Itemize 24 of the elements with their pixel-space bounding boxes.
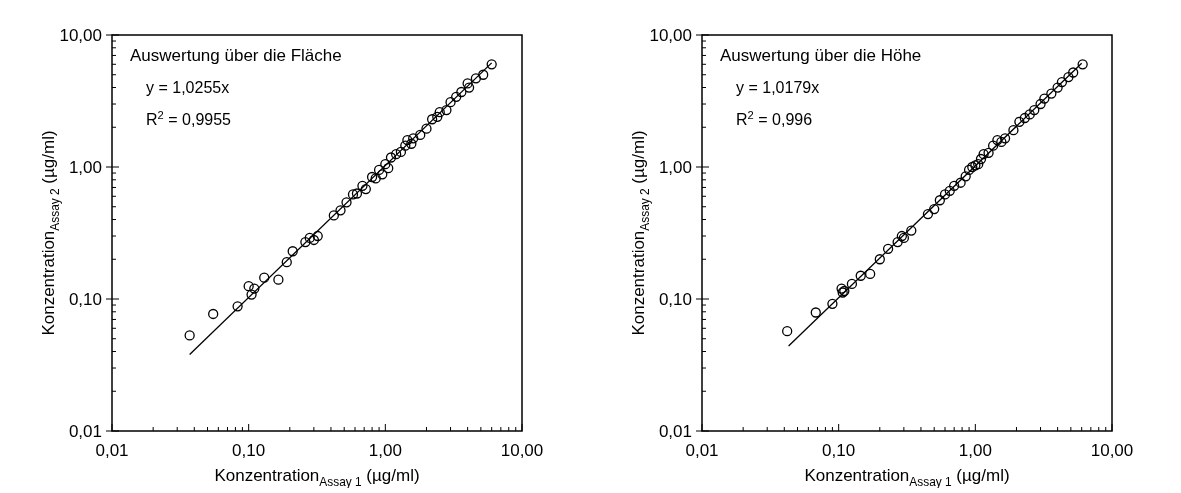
y-tick-label: 0,01: [658, 422, 692, 441]
y-tick-label: 0,10: [68, 290, 102, 309]
annotation: Auswertung über die Höhe: [720, 46, 922, 65]
y-tick-label: 10,00: [59, 26, 102, 45]
x-tick-label: 0,10: [822, 441, 856, 460]
x-axis-title: Konzentration$_{Assay 1}$ (µg/ml): [804, 466, 1010, 489]
x-tick-label: 0,01: [95, 441, 129, 460]
annotation: y = 1,0179x: [736, 79, 820, 96]
annotation: y = 1,0255x: [146, 79, 230, 96]
y-tick-label: 10,00: [649, 26, 692, 45]
x-tick-label: 0,10: [232, 441, 266, 460]
x-tick-label: 1,00: [958, 441, 992, 460]
x-tick-label: 1,00: [368, 441, 402, 460]
y-tick-label: 0,10: [658, 290, 692, 309]
annotation: Auswertung über die Fläche: [130, 46, 342, 65]
y-tick-label: 0,01: [68, 422, 102, 441]
x-tick-label: 10,00: [500, 441, 544, 460]
x-tick-label: 10,00: [1090, 441, 1134, 460]
annotation: R$^{2}$ = 0,996: [736, 109, 813, 128]
y-tick-label: 1,00: [658, 158, 692, 177]
x-axis-title: Konzentration$_{Assay 1}$ (µg/ml): [214, 466, 420, 489]
y-tick-label: 1,00: [68, 158, 102, 177]
x-tick-label: 0,01: [685, 441, 719, 460]
annotation: R$^{2}$ = 0,9955: [146, 109, 232, 128]
